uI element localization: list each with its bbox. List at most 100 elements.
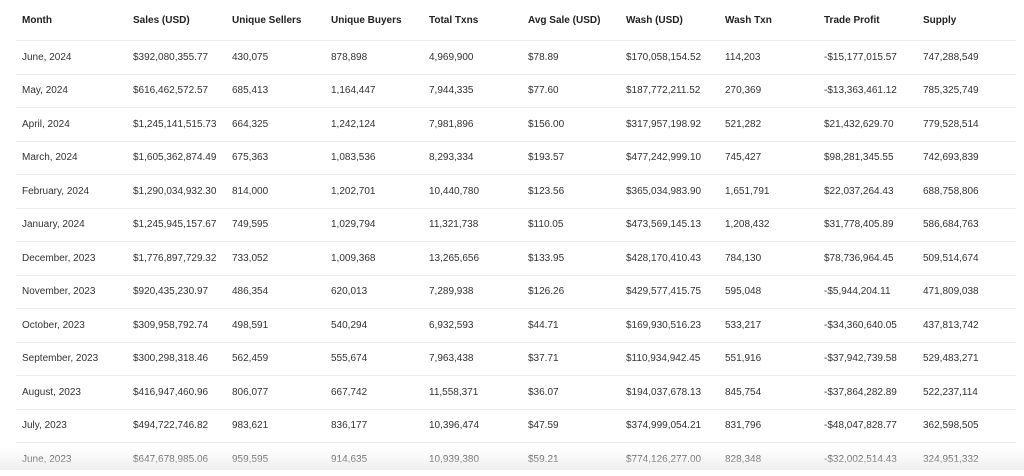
column-header-trade-profit[interactable]: Trade Profit xyxy=(818,0,917,41)
table-row[interactable]: July, 2023 $494,722,746.82 983,621 836,177 1… xyxy=(16,409,1016,443)
cell-month: March, 2024 xyxy=(16,141,127,175)
cell-unique-buyers: 836,177 xyxy=(325,409,423,443)
cell-total-txns: 10,440,780 xyxy=(423,174,522,209)
cell-trade-profit: $98,281,345.55 xyxy=(818,141,917,175)
cell-trade-profit: $21,432,629.70 xyxy=(818,107,917,142)
cell-month: October, 2023 xyxy=(16,308,127,343)
cell-month: May, 2024 xyxy=(16,74,127,108)
cell-wash-usd: $473,569,145.13 xyxy=(620,208,719,242)
column-header-unique-sellers[interactable]: Unique Sellers xyxy=(226,0,325,41)
cell-unique-buyers: 878,898 xyxy=(325,40,423,75)
cell-sales: $494,722,746.82 xyxy=(127,409,226,443)
cell-supply: 509,514,674 xyxy=(917,241,1016,276)
cell-unique-sellers: 814,000 xyxy=(226,174,325,209)
table-row[interactable]: November, 2023 $920,435,230.97 486,354 620,… xyxy=(16,275,1016,309)
cell-month: June, 2023 xyxy=(22,453,72,465)
cell-unique-sellers: 685,413 xyxy=(226,74,325,108)
cell-total-txns: 4,969,900 xyxy=(423,40,522,75)
table-row[interactable]: January, 2024 $1,245,945,157.67 749,595 1,0… xyxy=(16,208,1016,242)
cell-wash-usd: $110,934,942.45 xyxy=(620,342,719,376)
cell-month: September, 2023 xyxy=(16,342,127,376)
column-header-wash-usd[interactable]: Wash (USD) xyxy=(620,0,719,41)
cell-sales: $1,245,945,157.67 xyxy=(127,208,226,242)
cell-sales: $300,298,318.46 xyxy=(127,342,226,376)
cell-month: April, 2024 xyxy=(16,107,127,142)
cell-month: December, 2023 xyxy=(16,241,127,276)
cell-wash-usd: $194,037,678.13 xyxy=(620,375,719,410)
cell-trade-profit: -$5,944,204.11 xyxy=(818,275,917,309)
table-row[interactable]: September, 2023 $300,298,318.46 562,459 555… xyxy=(16,342,1016,376)
cell-wash-usd: $374,999,054.21 xyxy=(620,409,719,443)
table-row[interactable]: March, 2024 $1,605,362,874.49 675,363 1,083… xyxy=(16,141,1016,175)
cell-wash-usd: $317,957,198.92 xyxy=(620,107,719,142)
cell-sales: $392,080,355.77 xyxy=(127,40,226,75)
cell-wash-txn: 784,130 xyxy=(719,241,818,276)
cell-trade-profit: $31,778,405.89 xyxy=(818,208,917,242)
header-row: Month Sales (USD) Unique Sellers Unique … xyxy=(16,0,1016,41)
cell-supply: 471,809,038 xyxy=(917,275,1016,309)
cell-supply: 785,325,749 xyxy=(917,74,1016,108)
cell-wash-usd: $774,126,277.00 xyxy=(626,453,702,465)
cell-avg-sale: $123.56 xyxy=(522,174,620,209)
cell-unique-sellers: 733,052 xyxy=(226,241,325,276)
column-header-total-txns[interactable]: Total Txns xyxy=(423,0,522,41)
cell-wash-usd: $169,930,516.23 xyxy=(620,308,719,343)
cell-total-txns: 11,321,738 xyxy=(423,208,522,242)
cell-wash-txn: 828,348 xyxy=(725,453,762,465)
cell-wash-txn: 1,651,791 xyxy=(719,174,818,209)
cell-wash-usd: $428,170,410.43 xyxy=(620,241,719,276)
cell-month: July, 2023 xyxy=(16,409,127,443)
cell-unique-sellers: 664,325 xyxy=(226,107,325,142)
table-row[interactable]: October, 2023 $309,958,792.74 498,591 540,2… xyxy=(16,308,1016,343)
cell-unique-sellers: 983,621 xyxy=(226,409,325,443)
cell-sales: $1,290,034,932.30 xyxy=(127,174,226,209)
cell-unique-buyers: 1,083,536 xyxy=(325,141,423,175)
cell-wash-txn: 114,203 xyxy=(719,40,818,75)
cell-sales: $1,605,362,874.49 xyxy=(127,141,226,175)
table-row[interactable]: February, 2024 $1,290,034,932.30 814,000 1,… xyxy=(16,174,1016,209)
cell-wash-usd: $477,242,999.10 xyxy=(620,141,719,175)
cell-wash-usd: $170,058,154.52 xyxy=(620,40,719,75)
column-header-supply[interactable]: Supply xyxy=(917,0,1016,41)
table-body: June, 2024 $392,080,355.77 430,075 878,898 4… xyxy=(16,40,1016,476)
column-header-wash-txn[interactable]: Wash Txn xyxy=(719,0,818,41)
cell-supply: 522,237,114 xyxy=(917,375,1016,410)
table-row[interactable]: April, 2024 $1,245,141,515.73 664,325 1,242… xyxy=(16,107,1016,142)
cell-avg-sale: $133.95 xyxy=(522,241,620,276)
column-header-unique-buyers[interactable]: Unique Buyers xyxy=(325,0,423,41)
cell-month: August, 2023 xyxy=(16,375,127,410)
cell-avg-sale: $59.21 xyxy=(528,453,559,465)
column-header-sales[interactable]: Sales (USD) xyxy=(127,0,226,41)
cell-wash-txn: 551,916 xyxy=(719,342,818,376)
cell-total-txns: 7,289,938 xyxy=(423,275,522,309)
cell-unique-sellers: 959,595 xyxy=(232,453,269,465)
cell-month: June, 2024 xyxy=(16,40,127,75)
table-row[interactable]: June, 2023 $647,678,985.06 959,595 914,635 1… xyxy=(16,443,1016,476)
cell-month: February, 2024 xyxy=(16,174,127,209)
cell-unique-sellers: 675,363 xyxy=(226,141,325,175)
cell-avg-sale: $77.60 xyxy=(522,74,620,108)
table-row[interactable]: December, 2023 $1,776,897,729.32 733,052 1,… xyxy=(16,241,1016,276)
cell-wash-usd: $187,772,211.52 xyxy=(620,74,719,108)
cell-total-txns: 13,265,656 xyxy=(423,241,522,276)
cell-wash-usd: $365,034,983.90 xyxy=(620,174,719,209)
column-header-month[interactable]: Month xyxy=(16,0,127,41)
table-row[interactable]: June, 2024 $392,080,355.77 430,075 878,898 4… xyxy=(16,40,1016,75)
cell-total-txns: 7,944,335 xyxy=(423,74,522,108)
cell-supply: 586,684,763 xyxy=(917,208,1016,242)
cell-unique-buyers: 1,029,794 xyxy=(325,208,423,242)
cell-supply: 437,813,742 xyxy=(917,308,1016,343)
cell-sales: $416,947,460.96 xyxy=(127,375,226,410)
table-row[interactable]: May, 2024 $616,462,572.57 685,413 1,164,447… xyxy=(16,74,1016,108)
cell-unique-buyers: 1,202,701 xyxy=(325,174,423,209)
cell-supply: 688,758,806 xyxy=(917,174,1016,209)
column-header-avg-sale[interactable]: Avg Sale (USD) xyxy=(522,0,620,41)
cell-avg-sale: $110.05 xyxy=(522,208,620,242)
table-row[interactable]: August, 2023 $416,947,460.96 806,077 667,74… xyxy=(16,375,1016,410)
cell-month: November, 2023 xyxy=(16,275,127,309)
cell-sales: $1,776,897,729.32 xyxy=(127,241,226,276)
cell-wash-txn: 1,208,432 xyxy=(719,208,818,242)
cell-supply: 747,288,549 xyxy=(917,40,1016,75)
monthly-stats-table: Month Sales (USD) Unique Sellers Unique … xyxy=(16,0,1016,476)
